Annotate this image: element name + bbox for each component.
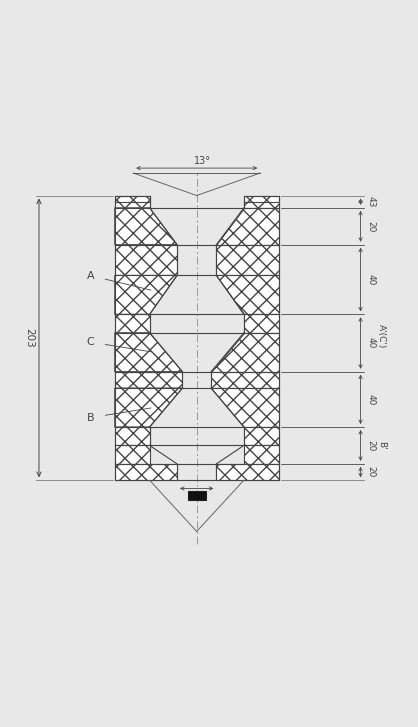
Text: C: C [87,337,94,347]
Text: B: B [87,413,94,423]
Polygon shape [217,464,279,481]
Polygon shape [244,314,279,333]
Polygon shape [115,245,177,276]
Polygon shape [115,446,150,464]
Text: 40: 40 [367,393,376,405]
Polygon shape [115,371,182,388]
Text: 20: 20 [367,220,376,232]
Polygon shape [115,427,150,446]
Polygon shape [115,196,150,208]
Text: ø50: ø50 [190,494,207,502]
Polygon shape [244,427,279,446]
Polygon shape [115,314,150,333]
Text: A'(C'): A'(C') [377,324,386,348]
Text: 43: 43 [367,196,376,207]
Polygon shape [211,333,279,371]
Text: 13°: 13° [194,156,212,166]
Text: 20: 20 [367,440,376,451]
Polygon shape [115,464,177,481]
Polygon shape [244,446,279,464]
Text: 203: 203 [24,328,34,348]
Polygon shape [217,208,279,245]
Text: 40: 40 [367,274,376,285]
Text: 40: 40 [367,337,376,349]
Polygon shape [115,388,182,427]
Polygon shape [115,208,177,245]
Polygon shape [115,333,182,371]
Polygon shape [211,371,279,388]
Polygon shape [217,245,279,276]
Polygon shape [244,196,279,208]
Bar [188,491,206,499]
Text: 20: 20 [367,467,376,478]
Polygon shape [115,276,177,314]
Text: B': B' [377,441,386,450]
Polygon shape [211,388,279,427]
Polygon shape [217,276,279,314]
Text: A: A [87,271,94,281]
